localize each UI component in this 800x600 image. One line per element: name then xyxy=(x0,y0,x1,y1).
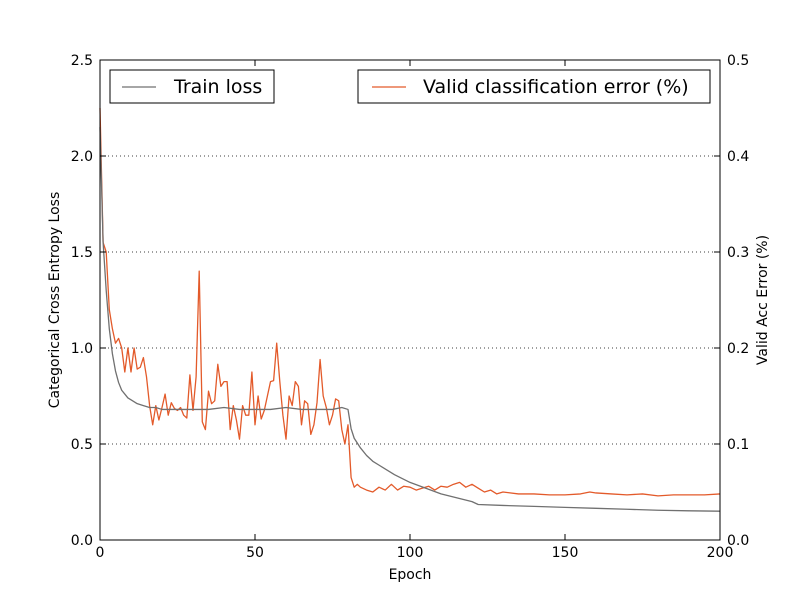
legend-valid-error: Valid classification error (%) xyxy=(357,69,711,104)
tick-labels: 0 50 100 150 2000.00.51.01.52.02.50.00.10.20… xyxy=(71,53,750,561)
legend-label-train-loss: Train loss xyxy=(173,76,262,98)
y-left-tick-label: 2.0 xyxy=(71,149,93,165)
tick-marks xyxy=(99,59,721,541)
y-left-tick-label: 1.0 xyxy=(71,341,93,357)
legend-train-loss: Train loss xyxy=(109,69,275,104)
x-tick-label: 50 xyxy=(246,545,264,561)
y-right-tick-label: 0.1 xyxy=(727,437,749,453)
series-line-valid-error xyxy=(99,107,721,497)
y-axis-right-title: Valid Acc Error (%) xyxy=(755,235,771,365)
y-left-tick-label: 1.5 xyxy=(71,245,93,261)
y-right-tick-label: 0.4 xyxy=(727,149,749,165)
y-right-tick-label: 0.5 xyxy=(727,53,749,69)
y-left-tick-label: 0.0 xyxy=(71,533,93,549)
y-left-tick-label: 0.5 xyxy=(71,437,93,453)
series-layer xyxy=(99,107,721,512)
x-tick-label: 100 xyxy=(397,545,424,561)
y-right-tick-label: 0.2 xyxy=(727,341,749,357)
x-axis-title: Epoch xyxy=(389,567,432,583)
plot-frame xyxy=(99,59,721,541)
x-tick-label: 200 xyxy=(707,545,734,561)
y-right-tick-label: 0.3 xyxy=(727,245,749,261)
y-left-tick-label: 2.5 xyxy=(71,53,93,69)
x-tick-label: 150 xyxy=(552,545,579,561)
legend-box xyxy=(357,69,711,104)
series-line-train-loss xyxy=(99,127,721,512)
y-right-tick-label: 0.0 xyxy=(727,533,749,549)
legend-label-valid-error: Valid classification error (%) xyxy=(423,76,689,98)
x-tick-label: 0 xyxy=(96,545,105,561)
grid-lines xyxy=(100,155,720,445)
y-axis-left-title: Categorical Cross Entropy Loss xyxy=(47,192,63,409)
